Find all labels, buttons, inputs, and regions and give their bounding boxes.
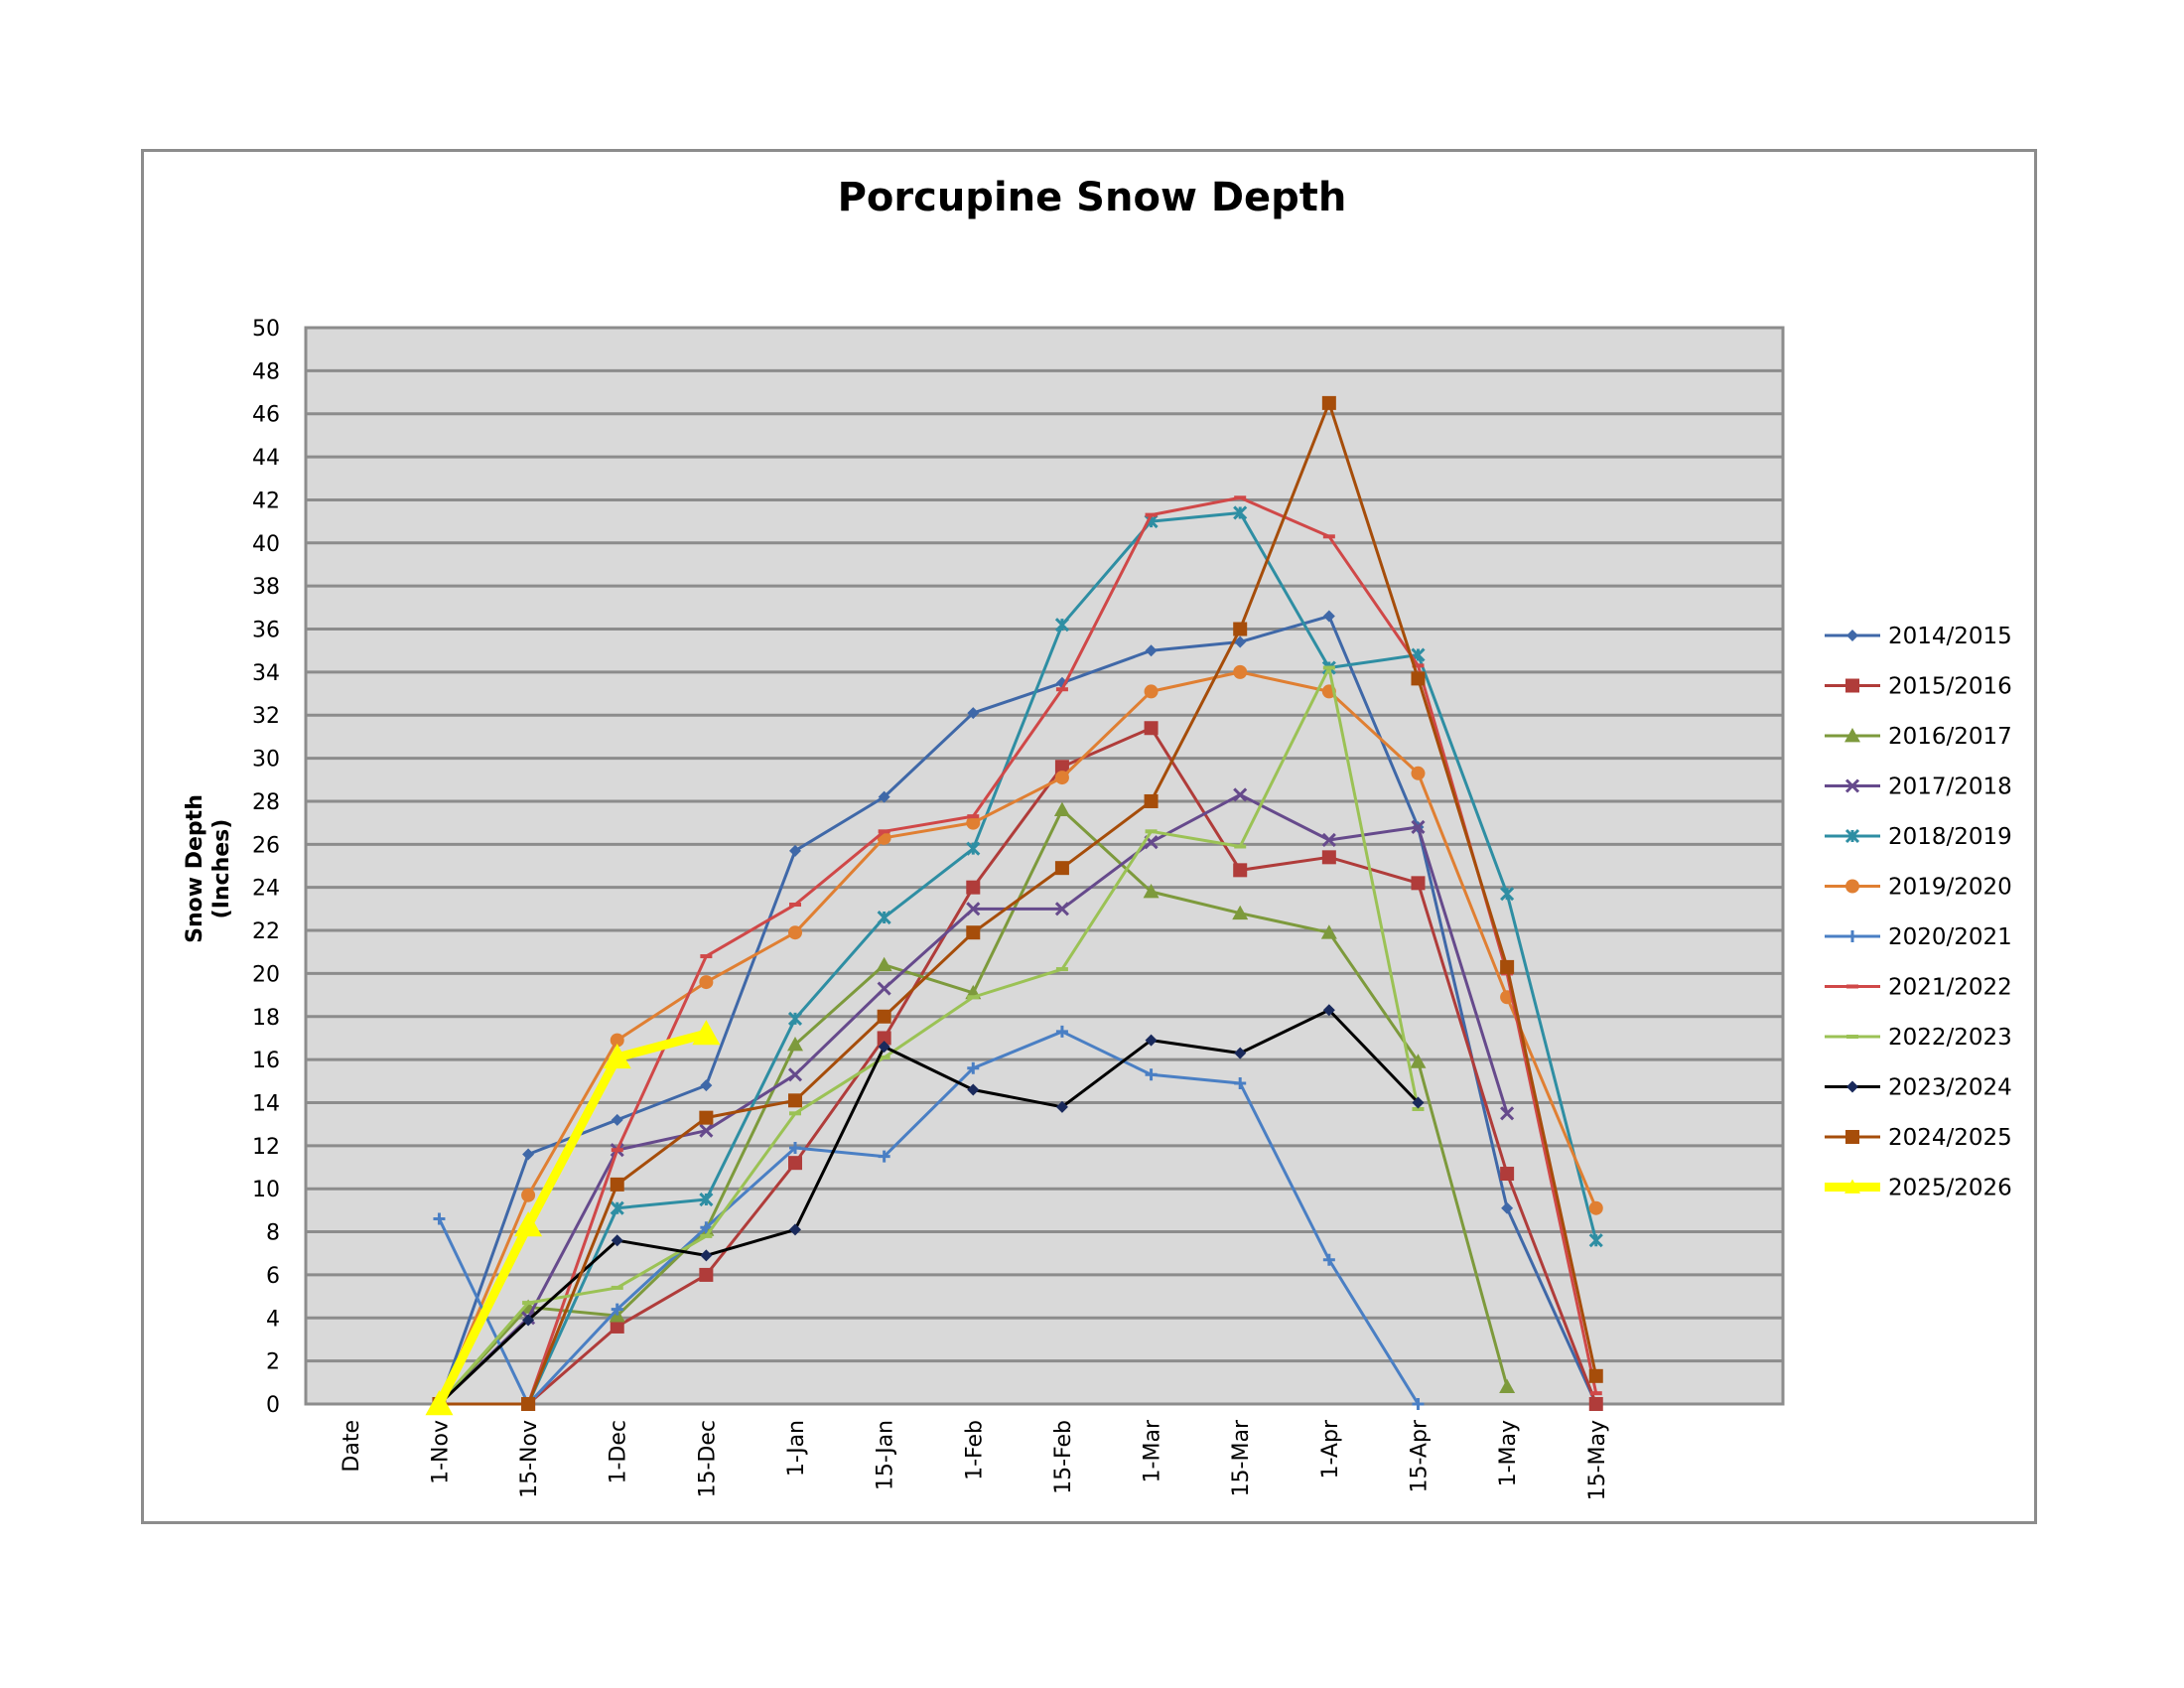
legend-label: 2016/2017 <box>1888 724 2012 750</box>
series-2024-2025 <box>432 395 1603 1411</box>
x-tick-label: 15-Mar <box>1229 1419 1254 1496</box>
y-tick-label: 10 <box>252 1178 280 1202</box>
series-2022-2023 <box>433 665 1425 1406</box>
legend-item: 2020/2021 <box>1825 924 2012 950</box>
legend-label: 2025/2026 <box>1888 1176 2012 1201</box>
y-tick-label: 36 <box>252 619 280 643</box>
legend-item: 2018/2019 <box>1825 824 2012 850</box>
legend-item: 2014/2015 <box>1825 624 2012 649</box>
y-tick-label: 0 <box>266 1393 280 1418</box>
y-tick-label: 8 <box>266 1221 280 1246</box>
x-tick-label: 15-May <box>1585 1420 1610 1500</box>
legend-label: 2023/2024 <box>1888 1075 2012 1101</box>
y-tick-label: 40 <box>252 532 280 557</box>
y-tick-label: 16 <box>252 1049 280 1073</box>
y-tick-label: 30 <box>252 748 280 773</box>
legend-label: 2019/2020 <box>1888 875 2012 901</box>
y-axis-label-units: (Inches) <box>209 819 234 919</box>
y-tick-label: 14 <box>252 1091 280 1116</box>
series-2023-2024 <box>433 1004 1425 1410</box>
x-tick-label: 15-Jan <box>874 1420 898 1490</box>
x-tick-label: 1-Jan <box>784 1420 809 1477</box>
series-2014-2015 <box>433 610 1602 1410</box>
y-tick-label: 32 <box>252 704 280 729</box>
y-axis: 0246810121416182022242628303234363840424… <box>252 317 280 1418</box>
y-tick-label: 34 <box>252 661 280 686</box>
x-tick-label: 15-Nov <box>517 1420 542 1498</box>
legend-item: 2016/2017 <box>1825 724 2012 750</box>
legend-label: 2024/2025 <box>1888 1125 2012 1151</box>
legend: 2014/2015 2015/2016 2016/2017 2017/2018 2018… <box>1825 624 2012 1201</box>
legend-label: 2020/2021 <box>1888 924 2012 950</box>
x-tick-label: 1-May <box>1496 1420 1521 1486</box>
x-tick-label: 1-Mar <box>1141 1419 1165 1482</box>
y-axis-label: Snow Depth <box>183 794 207 943</box>
y-tick-label: 28 <box>252 790 280 815</box>
y-tick-label: 22 <box>252 919 280 944</box>
y-tick-label: 24 <box>252 877 280 902</box>
legend-label: 2015/2016 <box>1888 674 2012 700</box>
legend-label: 2014/2015 <box>1888 624 2012 649</box>
legend-item: 2022/2023 <box>1825 1025 2012 1051</box>
legend-item: 2017/2018 <box>1825 774 2012 800</box>
x-tick-label: 15-Dec <box>695 1420 720 1498</box>
y-tick-label: 42 <box>252 489 280 513</box>
x-tick-label: 15-Apr <box>1407 1419 1432 1492</box>
legend-item: 2025/2026 <box>1825 1176 2012 1201</box>
x-tick-label: 1-Dec <box>607 1420 631 1484</box>
series-2025-2026 <box>425 1020 721 1416</box>
legend-label: 2022/2023 <box>1888 1025 2012 1051</box>
chart-title: Porcupine Snow Depth <box>837 175 1347 220</box>
x-tick-label: 15-Feb <box>1051 1420 1076 1494</box>
x-axis: Date 1-Nov 15-Nov 1-Dec 15-Dec 1-Jan 15-Jan 1-F… <box>340 1419 1610 1500</box>
y-tick-label: 44 <box>252 446 280 471</box>
legend-item: 2023/2024 <box>1825 1075 2012 1101</box>
y-tick-label: 20 <box>252 962 280 987</box>
y-tick-label: 4 <box>266 1307 280 1332</box>
x-tick-label: 1-Apr <box>1318 1419 1343 1478</box>
legend-item: 2015/2016 <box>1825 674 2012 700</box>
x-tick-label: Date <box>340 1420 364 1473</box>
y-tick-label: 18 <box>252 1006 280 1031</box>
legend-item: 2024/2025 <box>1825 1125 2012 1151</box>
legend-label: 2018/2019 <box>1888 824 2012 850</box>
y-tick-label: 46 <box>252 403 280 428</box>
y-tick-label: 26 <box>252 833 280 858</box>
series-lines <box>425 395 1603 1416</box>
legend-label: 2017/2018 <box>1888 774 2012 800</box>
y-tick-label: 6 <box>266 1264 280 1289</box>
y-tick-label: 38 <box>252 575 280 600</box>
plot-area <box>304 326 1785 1406</box>
x-tick-label: 1-Feb <box>962 1420 987 1480</box>
y-tick-label: 50 <box>252 317 280 342</box>
y-tick-label: 2 <box>266 1350 280 1375</box>
x-tick-label: 1-Nov <box>428 1420 453 1484</box>
legend-label: 2021/2022 <box>1888 975 2012 1001</box>
y-tick-label: 48 <box>252 359 280 384</box>
legend-item: 2021/2022 <box>1825 975 2012 1001</box>
legend-item: 2019/2020 <box>1825 875 2012 901</box>
y-tick-label: 12 <box>252 1135 280 1160</box>
